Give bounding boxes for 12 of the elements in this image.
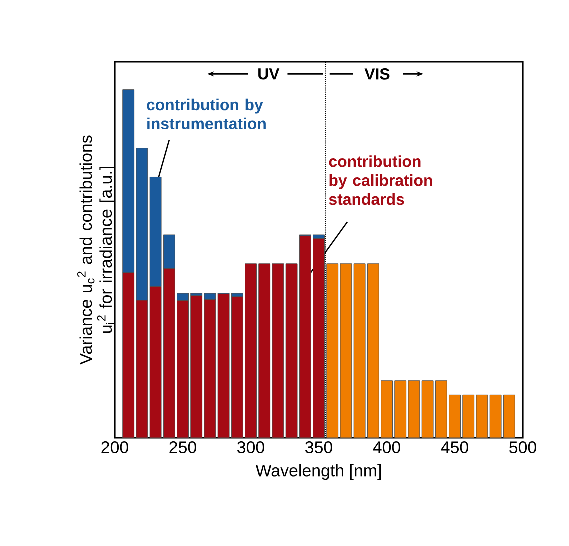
x-tick-label: 300 (238, 442, 264, 454)
x-tick-label: 350 (306, 442, 332, 454)
text: VIS (364, 68, 390, 80)
x-tick-label: 250 (170, 442, 196, 454)
x-axis-title: Wavelength [nm] (256, 464, 381, 480)
text: UV (258, 68, 280, 80)
series-label: contribution by instrumentation (147, 98, 266, 130)
x-tick-label: 400 (373, 442, 400, 454)
text: contribution by calibration standards (329, 156, 432, 206)
x-tick-label: 450 (441, 442, 468, 454)
x-tick-label: 500 (510, 442, 536, 454)
x-tick-label: 200 (102, 442, 128, 454)
